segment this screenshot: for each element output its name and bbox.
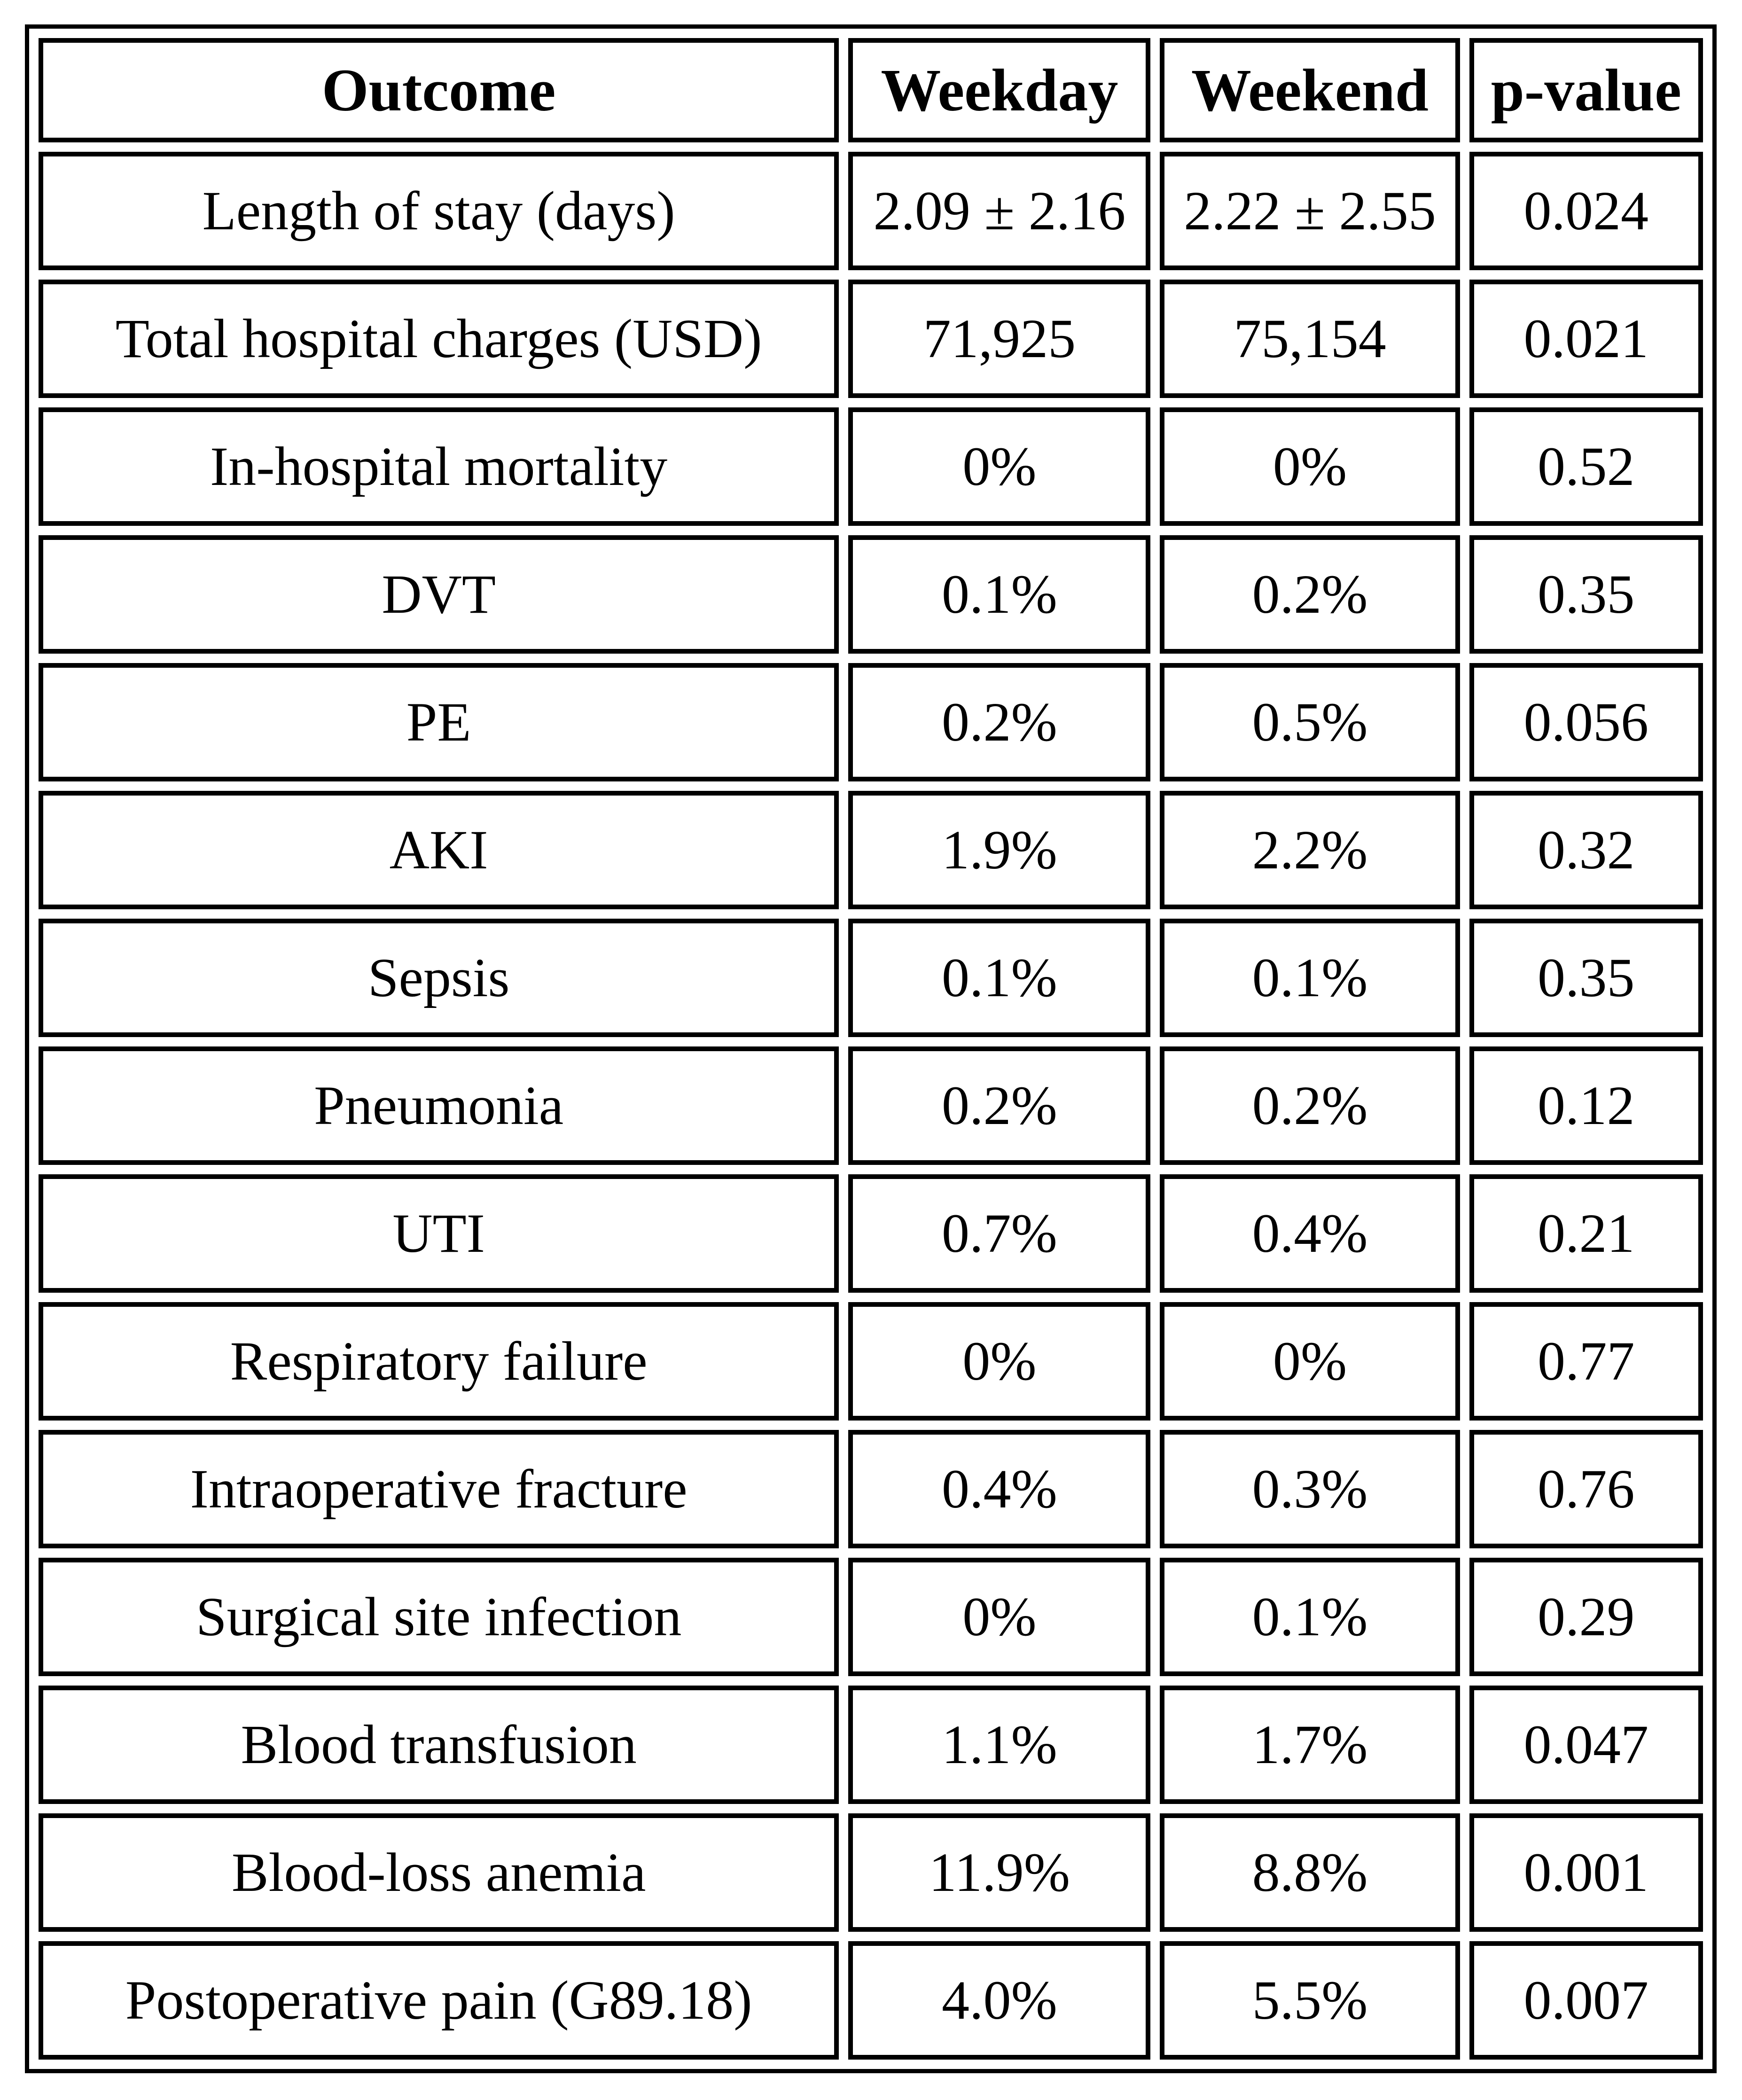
outcomes-table: Outcome Weekday Weekend p-value Length o…: [25, 24, 1717, 2073]
p-value-cell: 0.001: [1469, 1813, 1703, 1932]
outcome-cell: AKI: [39, 791, 839, 909]
header-outcome: Outcome: [39, 38, 839, 142]
table-row-respiratory-failure: Respiratory failure 0% 0% 0.77: [39, 1302, 1703, 1421]
weekday-cell: 0%: [848, 1302, 1151, 1421]
weekend-cell: 0.4%: [1160, 1174, 1460, 1293]
weekend-cell: 0.2%: [1160, 1046, 1460, 1165]
table-row-intraoperative-fracture: Intraoperative fracture 0.4% 0.3% 0.76: [39, 1430, 1703, 1548]
weekend-cell: 0.5%: [1160, 663, 1460, 781]
weekday-cell: 0.7%: [848, 1174, 1151, 1293]
weekend-cell: 0%: [1160, 407, 1460, 526]
weekend-cell: 8.8%: [1160, 1813, 1460, 1932]
outcome-cell: Postoperative pain (G89.18): [39, 1941, 839, 2060]
weekend-cell: 5.5%: [1160, 1941, 1460, 2060]
outcome-cell: Intraoperative fracture: [39, 1430, 839, 1548]
table-row-pneumonia: Pneumonia 0.2% 0.2% 0.12: [39, 1046, 1703, 1165]
outcome-cell: Length of stay (days): [39, 152, 839, 270]
weekend-cell: 2.22 ± 2.55: [1160, 152, 1460, 270]
p-value-cell: 0.35: [1469, 535, 1703, 654]
p-value-cell: 0.047: [1469, 1686, 1703, 1804]
weekend-cell: 2.2%: [1160, 791, 1460, 909]
weekday-cell: 4.0%: [848, 1941, 1151, 2060]
weekday-cell: 11.9%: [848, 1813, 1151, 1932]
table-row-pe: PE 0.2% 0.5% 0.056: [39, 663, 1703, 781]
table-row-mortality: In-hospital mortality 0% 0% 0.52: [39, 407, 1703, 526]
header-weekday: Weekday: [848, 38, 1151, 142]
outcome-cell: Sepsis: [39, 919, 839, 1037]
weekday-cell: 0.2%: [848, 1046, 1151, 1165]
p-value-cell: 0.52: [1469, 407, 1703, 526]
p-value-cell: 0.29: [1469, 1558, 1703, 1676]
table-row-length-of-stay: Length of stay (days) 2.09 ± 2.16 2.22 ±…: [39, 152, 1703, 270]
outcome-cell: Pneumonia: [39, 1046, 839, 1165]
p-value-cell: 0.21: [1469, 1174, 1703, 1293]
table-row-blood-transfusion: Blood transfusion 1.1% 1.7% 0.047: [39, 1686, 1703, 1804]
table-row-total-charges: Total hospital charges (USD) 71,925 75,1…: [39, 280, 1703, 398]
weekday-cell: 0.2%: [848, 663, 1151, 781]
outcome-cell: UTI: [39, 1174, 839, 1293]
weekday-cell: 0.4%: [848, 1430, 1151, 1548]
weekday-cell: 0%: [848, 407, 1151, 526]
p-value-cell: 0.021: [1469, 280, 1703, 398]
weekday-cell: 0.1%: [848, 919, 1151, 1037]
outcome-cell: In-hospital mortality: [39, 407, 839, 526]
weekday-cell: 2.09 ± 2.16: [848, 152, 1151, 270]
p-value-cell: 0.007: [1469, 1941, 1703, 2060]
table-row-surgical-site-infection: Surgical site infection 0% 0.1% 0.29: [39, 1558, 1703, 1676]
outcome-cell: Total hospital charges (USD): [39, 280, 839, 398]
outcome-cell: PE: [39, 663, 839, 781]
outcome-cell: Blood transfusion: [39, 1686, 839, 1804]
p-value-cell: 0.024: [1469, 152, 1703, 270]
p-value-cell: 0.056: [1469, 663, 1703, 781]
p-value-cell: 0.77: [1469, 1302, 1703, 1421]
weekday-cell: 71,925: [848, 280, 1151, 398]
p-value-cell: 0.32: [1469, 791, 1703, 909]
weekend-cell: 0.1%: [1160, 1558, 1460, 1676]
weekday-cell: 1.9%: [848, 791, 1151, 909]
header-weekend: Weekend: [1160, 38, 1460, 142]
outcome-cell: Surgical site infection: [39, 1558, 839, 1676]
weekend-cell: 1.7%: [1160, 1686, 1460, 1804]
table-row-aki: AKI 1.9% 2.2% 0.32: [39, 791, 1703, 909]
weekday-cell: 1.1%: [848, 1686, 1151, 1804]
table-row-dvt: DVT 0.1% 0.2% 0.35: [39, 535, 1703, 654]
header-p-value: p-value: [1469, 38, 1703, 142]
table-row-blood-loss-anemia: Blood-loss anemia 11.9% 8.8% 0.001: [39, 1813, 1703, 1932]
weekend-cell: 0.3%: [1160, 1430, 1460, 1548]
table-row-postoperative-pain: Postoperative pain (G89.18) 4.0% 5.5% 0.…: [39, 1941, 1703, 2060]
weekday-cell: 0.1%: [848, 535, 1151, 654]
table-row-sepsis: Sepsis 0.1% 0.1% 0.35: [39, 919, 1703, 1037]
weekend-cell: 0.2%: [1160, 535, 1460, 654]
header-row: Outcome Weekday Weekend p-value: [39, 38, 1703, 142]
weekend-cell: 0.1%: [1160, 919, 1460, 1037]
p-value-cell: 0.76: [1469, 1430, 1703, 1548]
p-value-cell: 0.35: [1469, 919, 1703, 1037]
p-value-cell: 0.12: [1469, 1046, 1703, 1165]
table-row-uti: UTI 0.7% 0.4% 0.21: [39, 1174, 1703, 1293]
weekend-cell: 75,154: [1160, 280, 1460, 398]
weekend-cell: 0%: [1160, 1302, 1460, 1421]
weekday-cell: 0%: [848, 1558, 1151, 1676]
outcome-cell: Blood-loss anemia: [39, 1813, 839, 1932]
outcome-cell: DVT: [39, 535, 839, 654]
outcome-cell: Respiratory failure: [39, 1302, 839, 1421]
